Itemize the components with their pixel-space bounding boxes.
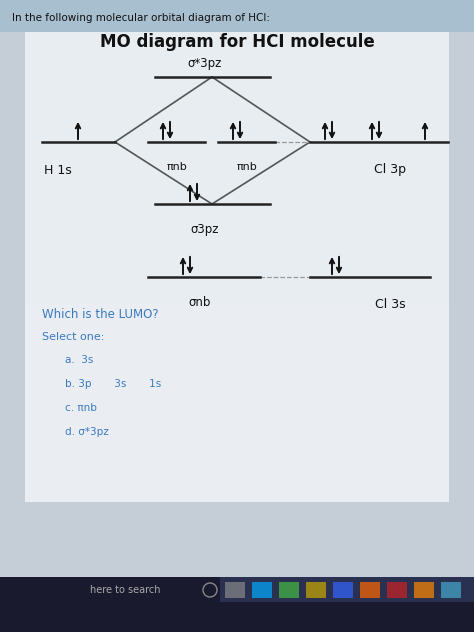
- Text: σ3pz: σ3pz: [191, 222, 219, 236]
- Bar: [252, 582, 272, 598]
- Bar: [25, 32, 449, 302]
- Bar: [0, 577, 474, 632]
- Bar: [414, 582, 434, 598]
- Text: In the following molecular orbital diagram of HCl:: In the following molecular orbital diagr…: [12, 13, 270, 23]
- Text: σnb: σnb: [189, 296, 211, 308]
- Text: Which is the LUMO?: Which is the LUMO?: [42, 308, 159, 320]
- Bar: [25, 302, 449, 502]
- Text: b. 3p       3s       1s: b. 3p 3s 1s: [65, 379, 161, 389]
- Bar: [360, 582, 380, 598]
- Bar: [279, 582, 299, 598]
- Text: Cl 3s: Cl 3s: [374, 298, 405, 312]
- Bar: [225, 582, 245, 598]
- Text: πnb: πnb: [167, 162, 187, 172]
- Text: σ*3pz: σ*3pz: [188, 56, 222, 70]
- Text: Select one:: Select one:: [42, 332, 104, 342]
- Text: here to search: here to search: [90, 585, 161, 595]
- Text: d. σ*3pz: d. σ*3pz: [65, 427, 109, 437]
- Text: πnb: πnb: [237, 162, 257, 172]
- Text: a.  3s: a. 3s: [65, 355, 93, 365]
- Text: H 1s: H 1s: [44, 164, 72, 176]
- Bar: [441, 582, 461, 598]
- Text: c. πnb: c. πnb: [65, 403, 97, 413]
- Text: MO diagram for HCI molecule: MO diagram for HCI molecule: [100, 33, 374, 51]
- Bar: [220, 577, 474, 602]
- Bar: [333, 582, 353, 598]
- Text: Cl 3p: Cl 3p: [374, 164, 406, 176]
- Bar: [306, 582, 326, 598]
- Bar: [0, 0, 474, 32]
- Bar: [387, 582, 407, 598]
